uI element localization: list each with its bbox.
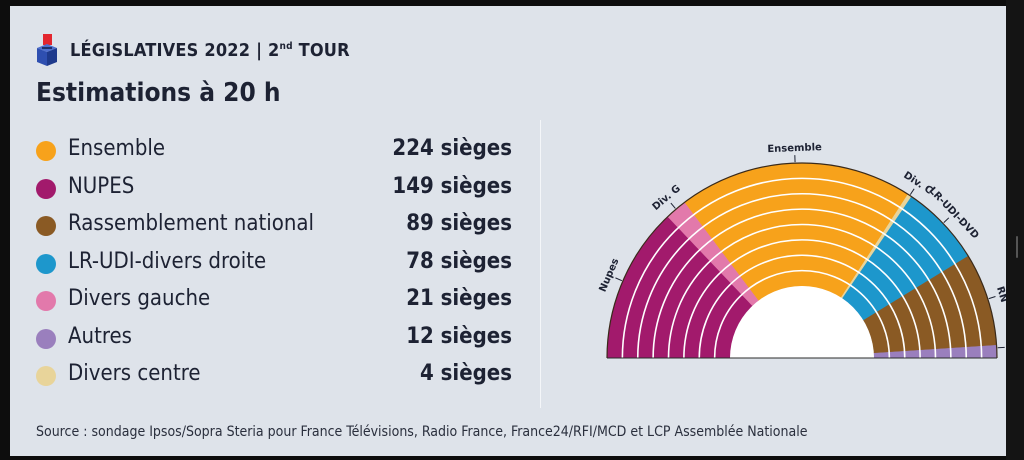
label-tick-lr-udi-dvd [943,217,950,224]
label-tick-rn [988,296,996,300]
screen-edge [1006,0,1024,460]
legend-label: LR-UDI-divers droite [68,248,267,274]
legend-seats: 78 sièges [406,248,512,274]
legend-seats: 149 sièges [392,173,512,199]
legend-label: Autres [68,323,132,349]
legend-item-ensemble: Ensemble 224 sièges [32,134,512,172]
legend-dot [36,141,56,161]
series-label-rn: RN [994,285,1009,304]
legend-seats: 4 sièges [419,361,512,386]
legend-item-divers-gauche: Divers gauche 21 sièges [32,284,512,322]
legend-item-rn: Rassemblement national 89 sièges [32,209,512,247]
hemicycle-outline [606,162,998,359]
legend-dot [36,253,56,274]
legend-dot [36,178,56,199]
row-separator [621,177,983,359]
series-label-ensemble: Ensemble [767,142,822,155]
legend-item-lr-udi: LR-UDI-divers droite 78 sièges [32,247,512,285]
legend-seats: 21 sièges [406,286,512,311]
legend-dot [36,328,56,349]
legend-seats: 224 sièges [392,136,512,161]
header: LÉGISLATIVES 2022 | 2nd TOUR [34,34,350,66]
legend-label: Rassemblement national [68,211,314,236]
legend-dot [36,366,56,386]
legend-dot [36,291,56,311]
row-separator [713,269,891,359]
row-separator [698,254,906,359]
legend-label: Ensemble [68,136,166,161]
legend-item-nupes: NUPES 149 sièges [32,172,512,210]
hemicycle-center [730,286,874,358]
legend-label: Divers gauche [68,286,211,311]
row-separator [667,223,937,359]
label-tick-div-c [909,188,915,195]
row-separator [652,208,952,359]
ballot-box-icon [37,34,57,66]
legend-label: NUPES [68,173,135,199]
source-note: Source : sondage Ipsos/Sopra Steria pour… [36,424,808,440]
side-handle [1016,236,1018,258]
row-separator [683,239,921,359]
divider [540,120,541,408]
legend-item-divers-centre: Divers centre 4 sièges [32,359,512,397]
header-title: LÉGISLATIVES 2022 | 2nd TOUR [70,39,350,61]
legend-label: Divers centre [68,361,201,386]
legend-dot [36,216,56,236]
legend-seats: 12 sièges [406,323,512,349]
label-tick-div-g [670,202,676,209]
legend-item-autres: Autres 12 sièges [32,322,512,360]
legend-seats: 89 sièges [406,211,512,236]
legend: Ensemble 224 sièges NUPES 149 sièges Ras… [32,134,512,397]
series-label-nupes: Nupes [597,257,621,294]
row-separator [636,193,968,359]
subtitle: Estimations à 20 h [36,78,281,108]
infographic-card: LÉGISLATIVES 2022 | 2nd TOUR Estimations… [10,6,1016,456]
label-tick-nupes [615,277,623,282]
